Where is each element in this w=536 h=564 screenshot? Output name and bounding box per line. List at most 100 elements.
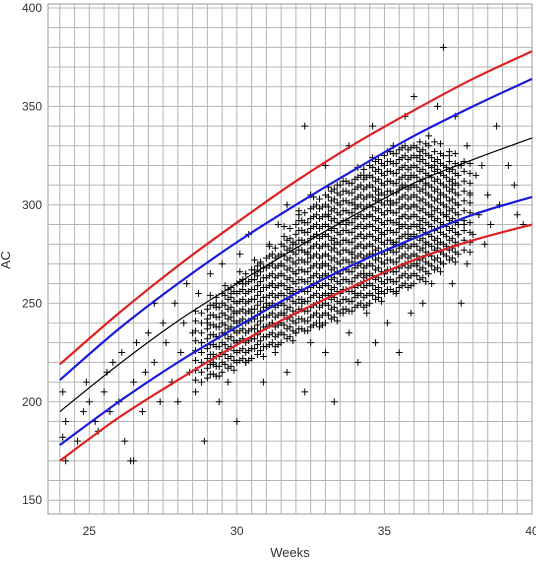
data-point (310, 311, 318, 319)
data-point (212, 313, 220, 321)
data-point (212, 323, 220, 331)
data-point (460, 227, 468, 234)
data-point (375, 264, 382, 272)
data-point (227, 293, 235, 301)
data-point (310, 203, 318, 211)
data-point (369, 223, 377, 230)
data-point (369, 292, 377, 299)
data-point (457, 299, 465, 307)
data-point (381, 171, 388, 179)
data-point (460, 187, 468, 195)
data-point (156, 398, 164, 406)
data-point (460, 177, 468, 185)
data-point (369, 242, 377, 250)
data-point (330, 205, 338, 213)
data-point (324, 262, 332, 270)
data-point (274, 221, 282, 228)
data-point (336, 280, 344, 288)
data-point (257, 317, 264, 325)
data-point (212, 362, 220, 370)
data-point (404, 264, 412, 272)
data-point (286, 254, 294, 262)
data-point (330, 274, 338, 282)
data-point (265, 341, 273, 349)
data-point (283, 201, 291, 209)
data-point (82, 378, 90, 386)
data-point (354, 272, 362, 280)
data-point (301, 209, 309, 217)
data-point (413, 242, 421, 250)
data-point (345, 278, 353, 286)
data-point (354, 292, 362, 299)
data-point (242, 309, 250, 317)
data-point (233, 418, 241, 425)
data-point (289, 337, 297, 345)
data-point (398, 272, 406, 280)
data-point (454, 201, 462, 209)
data-point (345, 189, 353, 197)
data-point (410, 93, 418, 100)
data-point (389, 160, 397, 167)
data-point (434, 195, 441, 203)
data-point (375, 293, 382, 301)
data-point (425, 132, 433, 140)
data-point (437, 268, 444, 276)
data-point (413, 183, 421, 191)
data-point (221, 282, 229, 289)
data-point (227, 333, 235, 341)
y-axis-title: AC (0, 251, 13, 269)
data-point (277, 339, 285, 347)
data-point (206, 270, 214, 278)
data-point (434, 234, 441, 242)
data-point (206, 360, 214, 368)
data-point (236, 307, 244, 315)
data-point (227, 313, 235, 321)
data-point (292, 240, 300, 248)
data-point (404, 215, 412, 223)
data-point (316, 293, 323, 301)
data-point (345, 268, 353, 276)
data-point (280, 292, 288, 299)
data-point (339, 227, 347, 234)
data-point (443, 193, 450, 201)
data-point (324, 282, 332, 289)
y-tick-labels: 150 200 250 300 350 400 (22, 1, 42, 507)
data-point (310, 213, 318, 221)
data-point (466, 169, 474, 177)
data-point (236, 327, 244, 335)
data-point (280, 331, 288, 339)
data-point (301, 278, 309, 286)
data-point (398, 282, 406, 289)
data-point (203, 335, 211, 343)
data-point (437, 140, 444, 148)
data-point (404, 205, 412, 213)
data-point (389, 288, 397, 295)
data-point (301, 297, 309, 305)
data-point (201, 437, 208, 445)
data-point (463, 142, 471, 150)
data-point (180, 319, 188, 327)
data-point (466, 219, 474, 226)
data-point (254, 272, 261, 280)
data-point (434, 215, 441, 223)
data-point (513, 211, 521, 219)
data-point (381, 201, 388, 209)
data-point (369, 164, 377, 171)
data-point (413, 203, 421, 211)
data-point (378, 297, 385, 305)
data-point (398, 213, 406, 221)
data-point (404, 284, 412, 291)
data-point (236, 297, 244, 305)
data-point (369, 282, 377, 289)
data-point (360, 185, 368, 193)
data-point (227, 303, 235, 311)
data-point (360, 293, 368, 301)
data-point (301, 268, 309, 276)
data-point (236, 347, 244, 354)
data-point (419, 195, 427, 203)
data-point (360, 234, 368, 242)
data-point (466, 248, 474, 256)
data-point (271, 313, 279, 321)
data-point (410, 280, 418, 288)
data-point (389, 258, 397, 266)
